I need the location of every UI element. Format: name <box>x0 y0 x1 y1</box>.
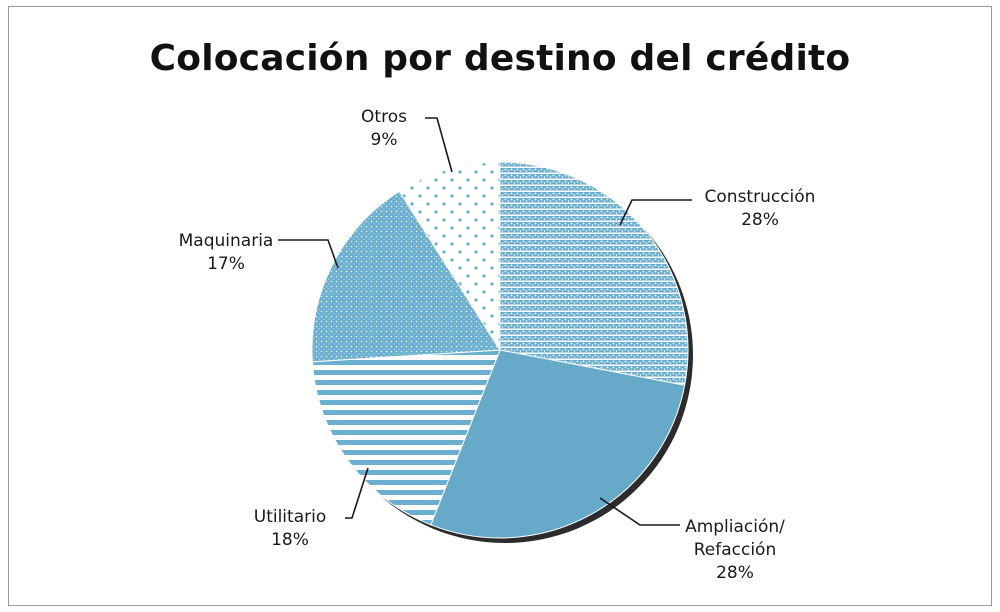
pie-slice-utilitario <box>311 349 501 526</box>
leader-lines <box>278 117 692 526</box>
leader-line-ampliacion-refaccion <box>599 497 680 526</box>
pie-slices <box>311 161 689 539</box>
pie-slice-maquinaria <box>311 190 501 363</box>
slice-name-ampliacion-refaccion: Ampliación/ <box>685 517 785 537</box>
slice-label-ampliacion-refaccion: Ampliación/Refacción 28% <box>685 517 785 583</box>
slice-label-maquinaria: Maquinaria 17% <box>179 231 274 274</box>
slice-labels: Construcción 28% Ampliación/Refacción 28% Ut… <box>179 107 816 583</box>
pie-slice-ampliacion-refaccion <box>430 349 686 539</box>
slice-name-utilitario: Utilitario <box>254 507 326 527</box>
leader-line-utilitario <box>345 467 369 519</box>
slice-label-utilitario: Utilitario 18% <box>254 507 326 550</box>
slice-value-otros: 9% <box>371 130 398 150</box>
leader-line-otros <box>425 117 453 173</box>
leader-line-maquinaria <box>278 239 339 269</box>
chart-title: Colocación por destino del crédito <box>149 38 851 79</box>
leader-line-construccion <box>619 199 692 226</box>
slice-value-construccion: 28% <box>741 210 779 230</box>
slice-name-maquinaria: Maquinaria <box>179 231 274 251</box>
slice-value-maquinaria: 17% <box>207 254 245 274</box>
slice-name-otros: Otros <box>361 107 407 127</box>
slice-name-ampliacion-refaccion: Refacción <box>694 540 777 560</box>
pie-slice-construccion <box>499 161 689 386</box>
slice-label-otros: Otros 9% <box>361 107 407 150</box>
slice-name-construccion: Construcción <box>705 187 816 207</box>
slice-label-construccion: Construcción 28% <box>705 187 816 230</box>
slice-value-ampliacion-refaccion: 28% <box>716 563 754 583</box>
slice-value-utilitario: 18% <box>271 530 309 550</box>
pie-slice-otros <box>398 161 501 352</box>
